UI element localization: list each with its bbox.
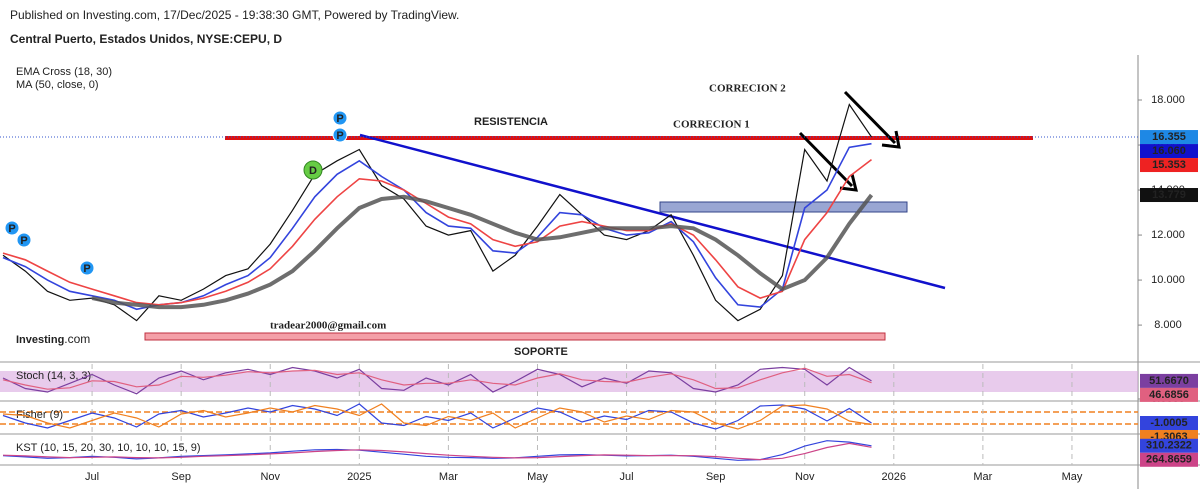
last-value-badge (1140, 373, 1198, 388)
study: EMA Cross (18, 30) (16, 66, 112, 78)
study: MA (50, close, 0) (16, 79, 99, 91)
x-tick-label: Sep (706, 471, 726, 483)
last-value-label: 16.355 (1152, 131, 1186, 143)
marker (4, 220, 20, 236)
x-tick-label: Nov (795, 471, 815, 483)
indicator-name: Stoch (14, 3, 3) (16, 370, 91, 382)
marker (332, 110, 348, 126)
series-line (2, 158, 872, 306)
series-line (2, 442, 872, 461)
marker-label: P (336, 130, 343, 142)
x-tick-label: 2025 (347, 471, 371, 483)
x-tick-label: Nov (260, 471, 280, 483)
x-tick-label: May (1062, 471, 1083, 483)
logo-text: Investing (16, 334, 64, 346)
zone (659, 201, 908, 213)
x-tick-label: May (527, 471, 548, 483)
series-line (2, 440, 872, 461)
series-line (2, 142, 872, 311)
last-value-badge (1140, 452, 1198, 467)
last-value-label: 46.6856 (1149, 389, 1189, 401)
y-tick-label: 18.000 (1151, 94, 1185, 106)
logo-text: .com (64, 332, 90, 346)
marker (332, 127, 348, 143)
last-value-label: 13.779 (1152, 189, 1186, 201)
series-line (91, 193, 874, 310)
arrows (798, 90, 901, 192)
annotation: SOPORTE (514, 346, 568, 358)
x-tick-label: Sep (171, 471, 191, 483)
annotation: tradear2000@gmail.com (270, 320, 386, 332)
marker (303, 160, 323, 180)
last-value-label: 51.6670 (1149, 375, 1189, 387)
last-value-badge (1140, 438, 1198, 453)
last-value-badge (1140, 416, 1198, 431)
annotation: CORRECION 2 (709, 83, 786, 95)
marker-label: P (83, 263, 90, 275)
y-tick-label: 8.000 (1154, 319, 1182, 331)
last-value-label: 310.2322 (1146, 440, 1192, 452)
last-value-label: -1.0005 (1150, 417, 1187, 429)
indicator-name: KST (10, 15, 20, 30, 10, 10, 10, 15, 9) (16, 442, 200, 454)
y-tick-label: 12.000 (1151, 229, 1185, 241)
annotation: CORRECION 1 (673, 119, 750, 131)
series-line (2, 367, 872, 390)
last-value-label: 264.8659 (1146, 454, 1192, 466)
series-line (2, 403, 872, 430)
series-line (2, 103, 872, 322)
marker-label: D (309, 165, 317, 177)
x-tick-label: Mar (439, 471, 458, 483)
last-value-label: 16.060 (1152, 145, 1186, 157)
last-value-label: 15.353 (1152, 159, 1186, 171)
marker-label: P (336, 113, 343, 125)
x-tick-label: 2026 (882, 471, 906, 483)
marker (16, 232, 32, 248)
y-tick-label: 10.000 (1151, 274, 1185, 286)
support-zone (144, 332, 886, 341)
x-tick-label: Jul (85, 471, 99, 483)
published: Published on Investing.com, 17/Dec/2025 … (10, 8, 459, 22)
logo: Investing.com (16, 332, 90, 346)
last-value-badge (1140, 144, 1198, 159)
x-tick-label: Mar (973, 471, 992, 483)
trend-line (359, 133, 946, 290)
annotation: RESISTENCIA (474, 116, 548, 128)
marker (79, 260, 95, 276)
symbol: Central Puerto, Estados Unidos, NYSE:CEP… (10, 32, 282, 46)
indicator-name: Fisher (9) (16, 409, 63, 421)
last-value-badge (1140, 387, 1198, 402)
last-value-badge (1140, 158, 1198, 173)
series-line (2, 403, 872, 430)
marker-label: P (20, 235, 27, 247)
x-tick-label: Jul (620, 471, 634, 483)
last-value-badge (1140, 188, 1198, 203)
last-value-badge (1140, 130, 1198, 145)
marker-label: P (8, 223, 15, 235)
